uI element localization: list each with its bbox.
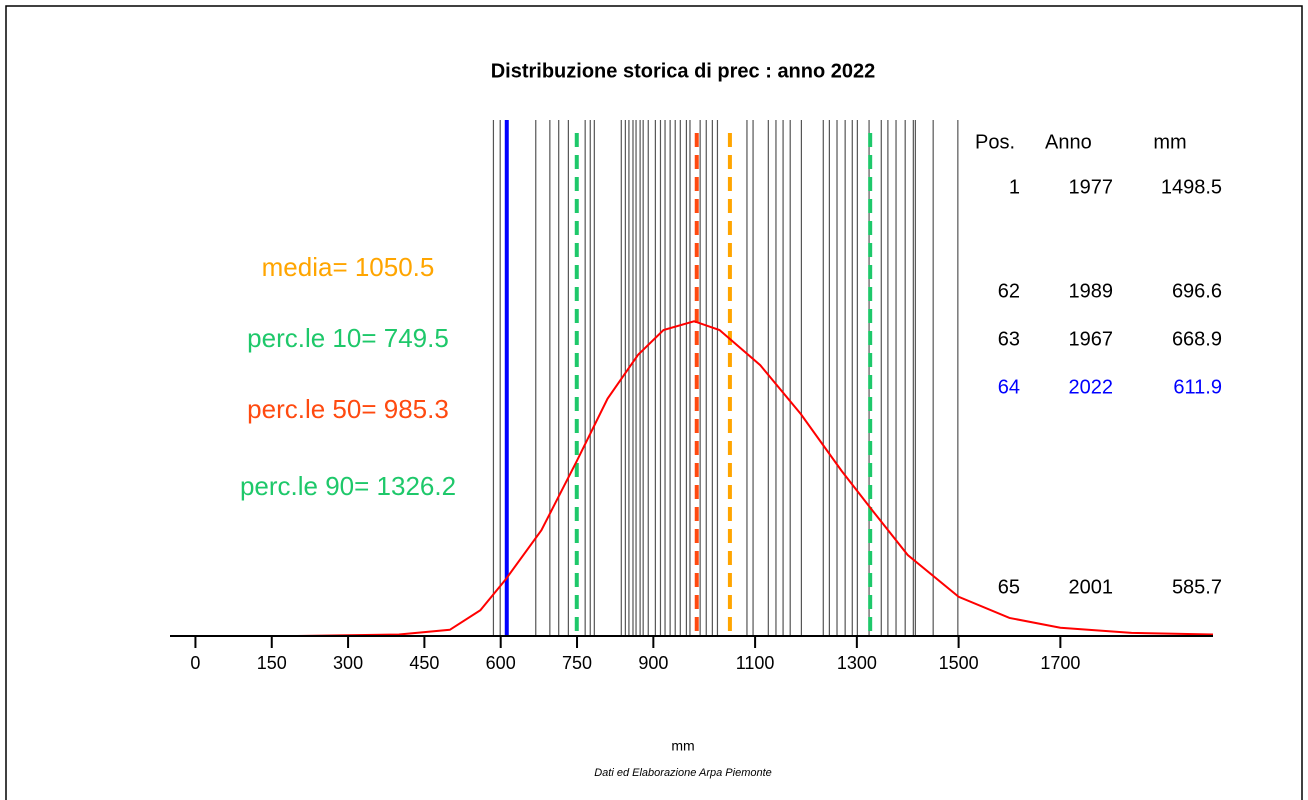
- table-cell: 585.7: [1172, 576, 1222, 598]
- table-header: mm: [1153, 131, 1186, 153]
- reference-label: media= 1050.5: [262, 252, 435, 282]
- frame: [5, 5, 1303, 800]
- x-tick-label: 600: [486, 653, 516, 673]
- x-tick-label: 1300: [837, 653, 877, 673]
- table-cell: 65: [998, 576, 1020, 598]
- chart-title: Distribuzione storica di prec : anno 202…: [491, 60, 876, 82]
- table-cell: 64: [998, 376, 1020, 398]
- density-curve: [170, 320, 1214, 637]
- x-tick-label: 1100: [736, 653, 775, 673]
- reference-label: perc.le 50= 985.3: [247, 394, 449, 424]
- table-cell: 63: [998, 328, 1020, 350]
- table-cell: 1498.5: [1161, 176, 1222, 198]
- table-header: Anno: [1045, 131, 1092, 153]
- x-tick-label: 1700: [1040, 653, 1080, 673]
- x-tick-label: 150: [257, 653, 287, 673]
- reference-label: perc.le 10= 749.5: [247, 323, 449, 353]
- reference-label: perc.le 90= 1326.2: [240, 471, 456, 501]
- table-cell: 668.9: [1172, 328, 1222, 350]
- table-cell: 1: [1009, 176, 1020, 198]
- table-header: Pos.: [975, 131, 1015, 153]
- table-cell: 696.6: [1172, 280, 1222, 302]
- table-cell: 2022: [1069, 376, 1114, 398]
- x-tick-label: 300: [333, 653, 363, 673]
- x-axis-label: mm: [671, 738, 694, 754]
- x-tick-label: 1500: [939, 653, 979, 673]
- table-cell: 62: [998, 280, 1020, 302]
- table-cell: 611.9: [1173, 376, 1222, 398]
- x-tick-label: 0: [190, 653, 200, 673]
- x-tick-label: 750: [562, 653, 592, 673]
- caption: Dati ed Elaborazione Arpa Piemonte: [594, 767, 772, 779]
- table-cell: 1977: [1069, 176, 1114, 198]
- x-tick-label: 900: [638, 653, 668, 673]
- table-cell: 2001: [1069, 576, 1114, 598]
- table-cell: 1989: [1069, 280, 1114, 302]
- table-cell: 1967: [1069, 328, 1114, 350]
- x-tick-label: 450: [409, 653, 439, 673]
